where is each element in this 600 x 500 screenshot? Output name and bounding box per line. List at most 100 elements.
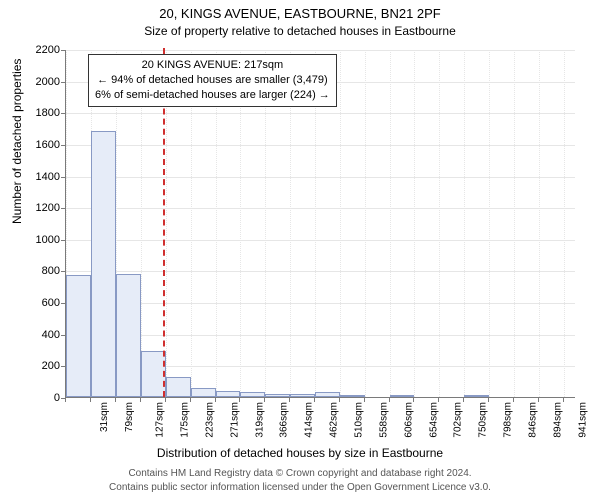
footer-line-1: Contains HM Land Registry data © Crown c… <box>0 468 600 479</box>
chart-container: 20, KINGS AVENUE, EASTBOURNE, BN21 2PF S… <box>0 0 600 500</box>
x-tick-mark <box>289 398 290 402</box>
y-tick-mark <box>61 303 65 304</box>
gridline-v <box>539 50 540 397</box>
y-tick-label: 0 <box>20 392 60 404</box>
x-tick-label: 846sqm <box>528 402 539 438</box>
gridline-v <box>414 50 415 397</box>
histogram-bar <box>66 275 91 397</box>
x-tick-label: 606sqm <box>403 402 414 438</box>
histogram-bar <box>240 392 265 397</box>
x-tick-label: 750sqm <box>478 402 489 438</box>
x-tick-mark <box>364 398 365 402</box>
gridline-h <box>66 113 575 114</box>
x-tick-label: 79sqm <box>124 402 135 432</box>
x-tick-mark <box>438 398 439 402</box>
gridline-v <box>464 50 465 397</box>
y-tick-mark <box>61 177 65 178</box>
x-tick-mark <box>314 398 315 402</box>
x-axis-label: Distribution of detached houses by size … <box>0 446 600 460</box>
histogram-bar <box>191 388 216 397</box>
gridline-h <box>66 303 575 304</box>
x-tick-mark <box>239 398 240 402</box>
gridline-v <box>564 50 565 397</box>
x-tick-label: 654sqm <box>428 402 439 438</box>
y-tick-mark <box>61 113 65 114</box>
gridline-h <box>66 145 575 146</box>
histogram-bar <box>216 391 241 397</box>
y-tick-mark <box>61 208 65 209</box>
x-tick-label: 941sqm <box>577 402 588 438</box>
gridline-h <box>66 208 575 209</box>
x-tick-mark <box>115 398 116 402</box>
x-tick-mark <box>563 398 564 402</box>
histogram-bar <box>390 395 415 397</box>
y-tick-mark <box>61 335 65 336</box>
x-tick-label: 558sqm <box>378 402 389 438</box>
x-tick-mark <box>339 398 340 402</box>
y-tick-label: 2200 <box>20 44 60 56</box>
y-tick-label: 1000 <box>20 234 60 246</box>
histogram-bar <box>315 392 340 397</box>
gridline-v <box>439 50 440 397</box>
gridline-h <box>66 50 575 51</box>
gridline-v <box>489 50 490 397</box>
histogram-bar <box>166 377 191 397</box>
info-box-line3: 6% of semi-detached houses are larger (2… <box>95 88 330 103</box>
histogram-bar <box>265 394 290 397</box>
chart-title: 20, KINGS AVENUE, EASTBOURNE, BN21 2PF <box>0 6 600 21</box>
x-tick-mark <box>538 398 539 402</box>
y-tick-label: 200 <box>20 360 60 372</box>
x-tick-mark <box>190 398 191 402</box>
footer-line-2: Contains public sector information licen… <box>0 482 600 493</box>
x-tick-mark <box>215 398 216 402</box>
gridline-h <box>66 271 575 272</box>
gridline-h <box>66 240 575 241</box>
y-tick-mark <box>61 82 65 83</box>
x-tick-label: 319sqm <box>254 402 265 438</box>
x-tick-label: 366sqm <box>279 402 290 438</box>
x-tick-label: 175sqm <box>179 402 190 438</box>
gridline-v <box>390 50 391 397</box>
x-tick-label: 271sqm <box>229 402 240 438</box>
x-tick-mark <box>463 398 464 402</box>
x-tick-mark <box>165 398 166 402</box>
y-tick-mark <box>61 50 65 51</box>
gridline-v <box>365 50 366 397</box>
x-tick-mark <box>513 398 514 402</box>
y-tick-label: 600 <box>20 297 60 309</box>
x-tick-label: 798sqm <box>503 402 514 438</box>
x-tick-label: 894sqm <box>553 402 564 438</box>
info-box-line1: 20 KINGS AVENUE: 217sqm <box>95 58 330 73</box>
gridline-h <box>66 177 575 178</box>
x-tick-mark <box>140 398 141 402</box>
gridline-v <box>340 50 341 397</box>
y-tick-label: 1800 <box>20 107 60 119</box>
gridline-v <box>514 50 515 397</box>
histogram-bar <box>91 131 116 397</box>
y-tick-label: 2000 <box>20 76 60 88</box>
x-tick-mark <box>90 398 91 402</box>
gridline-h <box>66 335 575 336</box>
info-box: 20 KINGS AVENUE: 217sqm← 94% of detached… <box>88 54 337 107</box>
histogram-bar <box>340 395 365 397</box>
x-tick-mark <box>389 398 390 402</box>
y-tick-mark <box>61 271 65 272</box>
x-tick-label: 127sqm <box>154 402 165 438</box>
x-tick-label: 510sqm <box>353 402 364 438</box>
x-tick-label: 414sqm <box>303 402 314 438</box>
x-tick-label: 31sqm <box>99 402 110 432</box>
plot-area: 20 KINGS AVENUE: 217sqm← 94% of detached… <box>65 50 575 398</box>
x-tick-label: 702sqm <box>453 402 464 438</box>
y-tick-label: 400 <box>20 329 60 341</box>
x-tick-label: 462sqm <box>328 402 339 438</box>
histogram-bar <box>116 274 141 397</box>
y-tick-mark <box>61 366 65 367</box>
y-tick-label: 1200 <box>20 202 60 214</box>
histogram-bar <box>290 394 315 397</box>
x-tick-mark <box>488 398 489 402</box>
x-tick-label: 223sqm <box>204 402 215 438</box>
histogram-bar <box>464 395 489 397</box>
x-tick-mark <box>413 398 414 402</box>
chart-subtitle: Size of property relative to detached ho… <box>0 24 600 38</box>
info-box-line2: ← 94% of detached houses are smaller (3,… <box>95 73 330 88</box>
